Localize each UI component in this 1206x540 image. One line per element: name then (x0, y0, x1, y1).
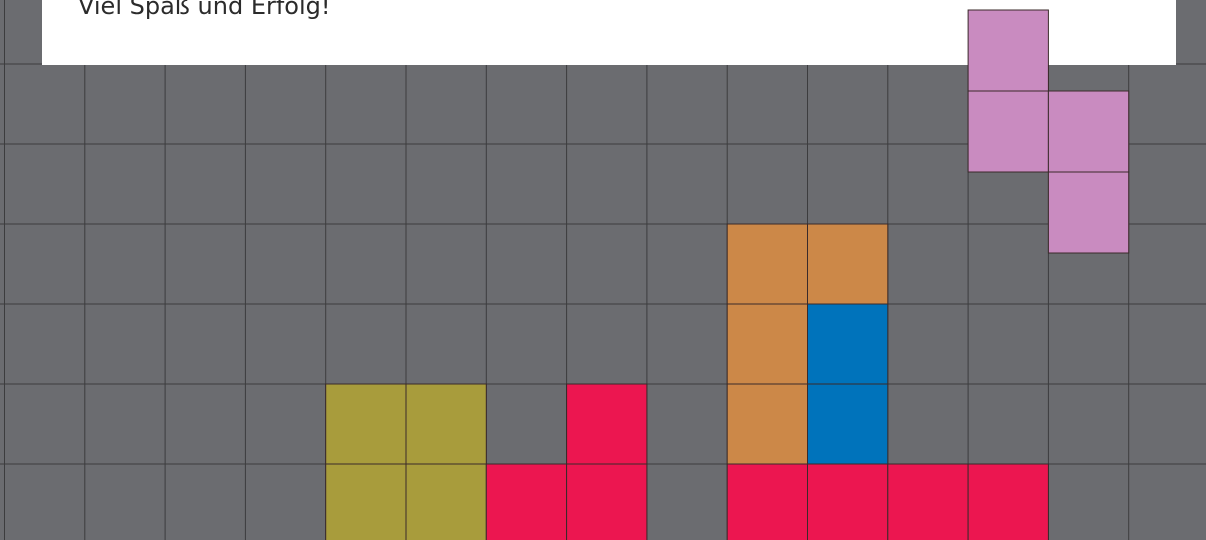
block (968, 464, 1048, 540)
page: {"message": {"text": "Viel Spaß und Erfo… (0, 0, 1206, 540)
block (968, 10, 1048, 91)
block (727, 384, 807, 464)
block (888, 464, 968, 540)
block (1048, 91, 1128, 172)
block (1048, 172, 1128, 253)
block (968, 91, 1048, 172)
block (326, 464, 406, 540)
block (326, 384, 406, 464)
game-board: Viel Spaß und Erfolg! (0, 0, 1206, 540)
message-text: Viel Spaß und Erfolg! (78, 0, 331, 20)
block (727, 464, 807, 540)
block (808, 224, 888, 304)
block (808, 464, 888, 540)
block (486, 464, 566, 540)
block (406, 384, 486, 464)
block (406, 464, 486, 540)
block (727, 224, 807, 304)
block (808, 384, 888, 464)
block (727, 304, 807, 384)
block (567, 384, 647, 464)
block (567, 464, 647, 540)
block (808, 304, 888, 384)
